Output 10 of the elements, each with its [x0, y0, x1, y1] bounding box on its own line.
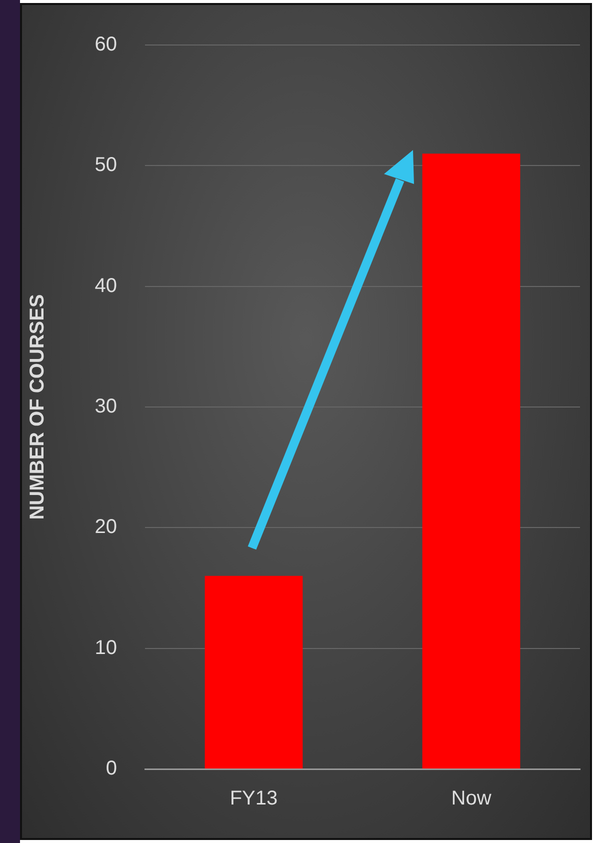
y-axis-title: NUMBER OF COURSES: [26, 294, 49, 520]
y-tick-label: 20: [94, 516, 117, 538]
y-tick-label: 60: [94, 34, 117, 56]
y-tick-label: 10: [94, 636, 117, 659]
y-tick-label: 0: [106, 758, 117, 780]
y-tick-label: 30: [94, 396, 117, 418]
y-tick-label: 50: [94, 154, 117, 176]
y-tick-label: 40: [94, 274, 117, 297]
x-tick-label: Now: [451, 788, 492, 810]
x-tick-label: FY13: [230, 788, 278, 810]
